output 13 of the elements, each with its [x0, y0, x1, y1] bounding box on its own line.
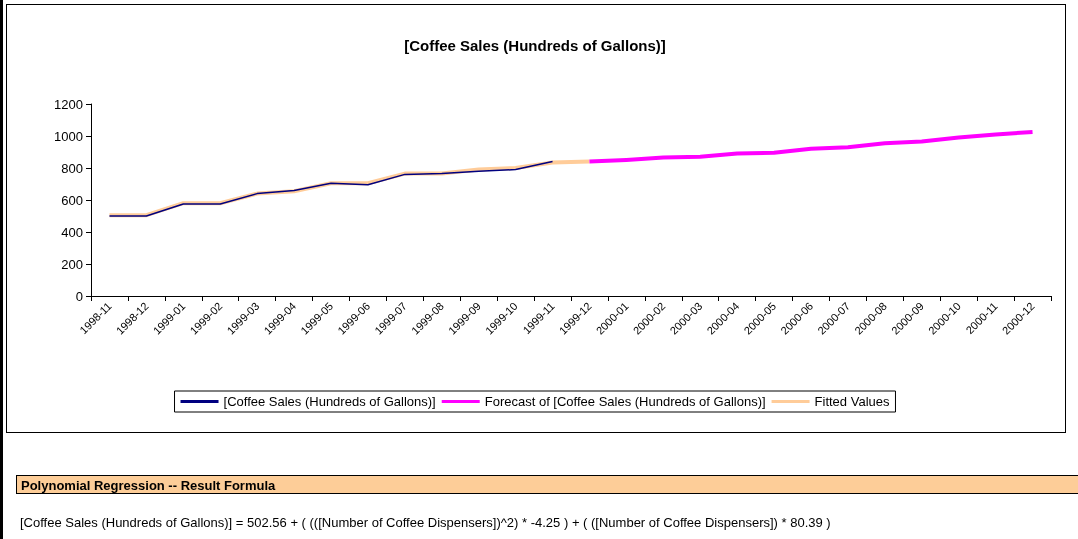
y-tick-label: 1200 [54, 96, 83, 112]
y-tick-label: 200 [61, 256, 83, 272]
y-tick-label: 0 [75, 288, 83, 304]
y-tick-label: 400 [61, 224, 83, 240]
chart-title: [Coffee Sales (Hundreds of Gallons)] [404, 37, 666, 54]
text: Polynomial Regression -- Result Formula [16, 475, 1078, 494]
y-tick-label: 600 [61, 192, 83, 208]
legend-label: Forecast of [Coffee Sales (Hundreds of Gallons)] [484, 394, 766, 409]
y-tick-label: 1000 [54, 128, 83, 144]
text: [Coffee Sales (Hundreds of Gallons)] = 502.56 + ( (([Number of Coffee Dispensers])^2) * -4.25 ) + ( ([Number of Coffee Dispensers]) * 80.39 ) [20, 515, 831, 530]
y-tick-label: 800 [61, 160, 83, 176]
legend-label: Fitted Values [814, 394, 890, 409]
legend-label: [Coffee Sales (Hundreds of Gallons)] [223, 394, 436, 409]
